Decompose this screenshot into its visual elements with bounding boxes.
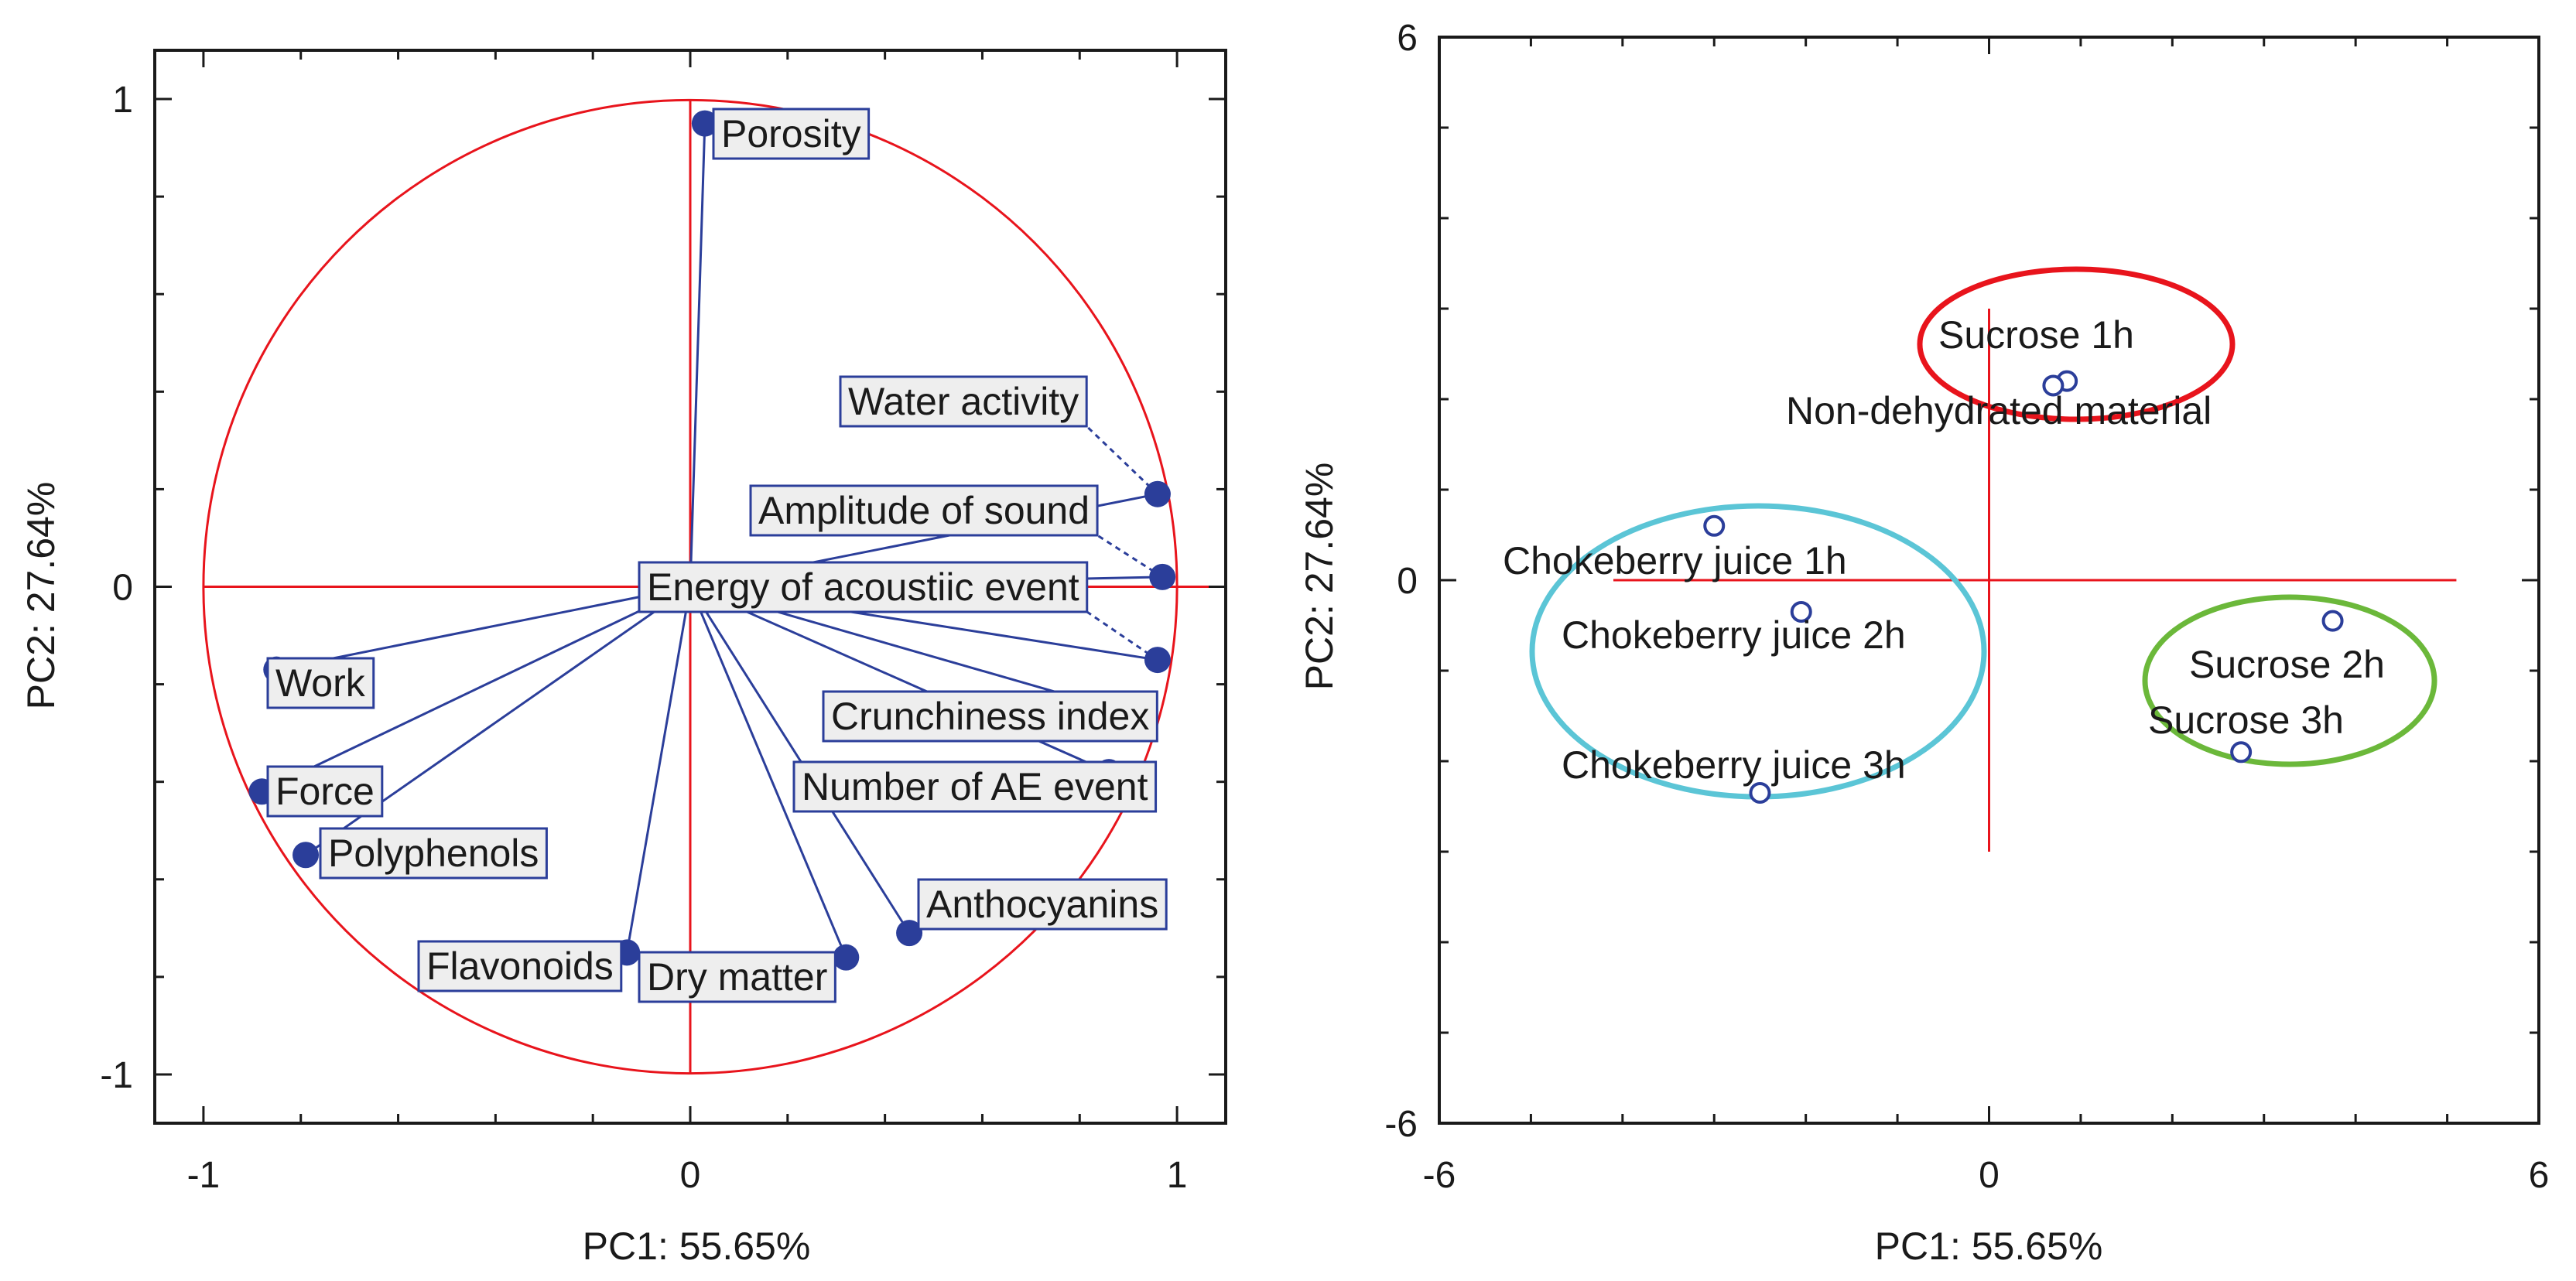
x-axis-label: PC1: 55.65%	[583, 1225, 811, 1268]
vector-work	[275, 586, 691, 671]
group-ellipse-sucrose-2h-3h	[2142, 594, 2437, 767]
label-sucrose-2h: Sucrose 2h	[2189, 643, 2385, 686]
y-tick-label: -6	[1384, 1104, 1418, 1145]
y-tick-label: 6	[1397, 18, 1418, 59]
label-text: Water activity	[848, 380, 1079, 423]
y-axis-label: PC2: 27.64%	[19, 482, 63, 710]
point-energy-of-acoustiic-event	[1144, 647, 1171, 674]
tick-labels: -1 0 1 -1 0 1	[100, 80, 1187, 1196]
label-text: Porosity	[721, 112, 861, 155]
point-non-dehydrated-material	[2042, 374, 2065, 397]
leader-energy-of-acoustiic-event	[1086, 610, 1158, 661]
label-amplitude-of-sound: Amplitude of sound	[749, 484, 1099, 537]
x-tick-label: -6	[1423, 1155, 1456, 1196]
score-labels: Sucrose 1h Non-dehydrated material Chokebe…	[1503, 313, 2385, 787]
vector-porosity	[689, 123, 706, 587]
label-box	[266, 765, 384, 818]
point-chokeberry-juice-1h	[1703, 514, 1726, 537]
label-anthocyanins: Anthocyanins	[917, 878, 1168, 931]
point-sucrose-3h	[2230, 741, 2253, 763]
label-text: Force	[275, 770, 375, 813]
label-box	[822, 690, 1158, 743]
vector-flavonoids	[625, 586, 692, 953]
point-chokeberry-juice-2h	[1790, 600, 1812, 623]
label-text: Anthocyanins	[926, 883, 1158, 926]
label-crunchiness-index: Crunchiness index	[822, 690, 1158, 743]
label-flavonoids: Flavonoids	[417, 940, 623, 992]
point-water-activity	[1144, 480, 1171, 507]
label-text: Crunchiness index	[831, 695, 1149, 738]
x-tick-label: -1	[187, 1155, 221, 1196]
label-box	[712, 108, 871, 160]
x-tick-label: 1	[1167, 1155, 1188, 1196]
tick-marks	[1438, 36, 2540, 1125]
label-force: Force	[266, 765, 384, 818]
label-chokeberry-juice-1h: Chokeberry juice 1h	[1503, 539, 1847, 582]
label-dry-matter: Dry matter	[638, 951, 836, 1003]
y-tick-label: 1	[112, 80, 133, 121]
x-axis-label: PC1: 55.65%	[1875, 1225, 2103, 1268]
x-tick-label: 0	[680, 1155, 701, 1196]
label-box	[417, 940, 623, 992]
label-polyphenols: Polyphenols	[319, 827, 548, 880]
label-non-dehydrated-material: Non-dehydrated material	[1786, 389, 2212, 432]
label-porosity: Porosity	[712, 108, 871, 160]
label-box	[638, 561, 1089, 613]
tick-labels: -6 0 6 6 0 -6	[1384, 18, 2549, 1196]
y-axis-label: PC2: 27.64%	[1298, 463, 1341, 691]
label-chokeberry-juice-3h: Chokeberry juice 3h	[1562, 743, 1906, 787]
label-text: Dry matter	[647, 955, 827, 999]
vector-force	[261, 586, 691, 793]
y-tick-label: 0	[112, 568, 133, 609]
label-box	[638, 951, 836, 1003]
leader-water-activity	[1086, 425, 1158, 495]
y-tick-label: -1	[100, 1055, 133, 1096]
point-sucrose-2h	[2321, 610, 2344, 632]
vector-number-of-ae-event	[689, 586, 1110, 774]
label-box	[319, 827, 548, 880]
label-work: Work	[266, 657, 375, 709]
label-text: Energy of acoustiic event	[647, 565, 1079, 609]
group-ellipse-sucrose-1h-non-dehydrated-material	[1917, 266, 2236, 422]
point-porosity	[691, 110, 718, 137]
label-text: Flavonoids	[426, 945, 614, 988]
label-leader-lines	[1086, 425, 1164, 661]
label-box	[917, 878, 1168, 931]
label-sucrose-3h: Sucrose 3h	[2148, 699, 2344, 742]
point-amplitude-of-sound	[1149, 563, 1176, 590]
point-dry-matter	[833, 944, 860, 971]
label-number-of-ae-event: Number of AE event	[792, 760, 1158, 813]
loadings-plot: Porosity Water activity Amplitude of sound…	[19, 49, 1227, 1268]
label-text: Number of AE event	[802, 765, 1148, 808]
label-chokeberry-juice-2h: Chokeberry juice 2h	[1562, 613, 1906, 657]
y-tick-label: 0	[1397, 561, 1418, 602]
label-box	[839, 375, 1088, 428]
label-energy-of-acoustiic-event: Energy of acoustiic event	[638, 561, 1089, 613]
point-polyphenols	[292, 842, 320, 869]
label-box	[749, 484, 1099, 537]
point-anthocyanins	[896, 920, 923, 947]
x-tick-label: 6	[2529, 1155, 2550, 1196]
vector-dry-matter	[689, 586, 847, 958]
vector-anthocyanins	[689, 586, 911, 934]
label-water-activity: Water activity	[839, 375, 1088, 428]
label-sucrose-1h: Sucrose 1h	[1938, 313, 2134, 357]
scores-plot: Sucrose 1h Non-dehydrated material Chokebe…	[1298, 18, 2549, 1268]
correlation-circle	[202, 98, 1179, 1075]
label-box	[266, 657, 375, 709]
x-tick-label: 0	[1979, 1155, 2000, 1196]
tick-marks	[155, 50, 1226, 1123]
label-text: Amplitude of sound	[758, 489, 1090, 532]
score-points	[1703, 370, 2344, 804]
label-box	[792, 760, 1158, 813]
loading-labels: Porosity Water activity Amplitude of sound…	[266, 108, 1168, 1003]
label-text: Work	[275, 661, 366, 705]
label-text: Polyphenols	[328, 832, 539, 875]
point-chokeberry-juice-3h	[1749, 781, 1771, 804]
